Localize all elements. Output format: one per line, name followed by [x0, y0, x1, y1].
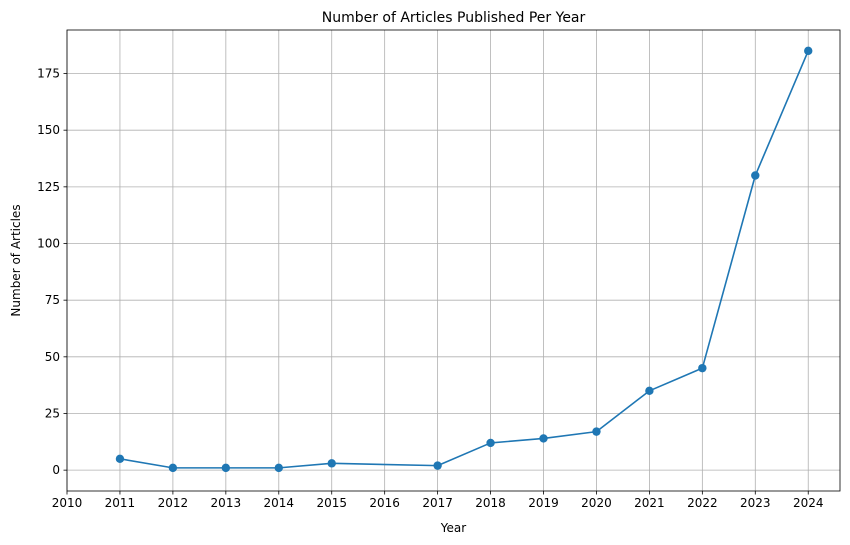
x-axis-title: Year [440, 521, 466, 535]
x-tick-label: 2019 [528, 496, 559, 510]
data-point [698, 363, 707, 373]
y-tick-label: 100 [37, 237, 60, 251]
x-tick-label: 2016 [369, 496, 400, 510]
series-layer [115, 46, 813, 473]
y-axis-title: Number of Articles [9, 204, 23, 316]
data-point [592, 427, 601, 436]
x-tick-label: 2024 [793, 496, 824, 510]
chart-title: Number of Articles Published Per Year [322, 10, 586, 26]
y-tick-label: 50 [45, 350, 60, 364]
x-tick-label: 2017 [422, 496, 453, 510]
data-point [486, 438, 495, 448]
y-gridlines [67, 73, 840, 471]
plot-frame [66, 29, 841, 492]
y-tick-label: 25 [45, 406, 60, 420]
x-gridlines [66, 30, 809, 491]
data-point [327, 459, 336, 468]
y-tick-label: 175 [37, 67, 60, 81]
x-tick-label: 2014 [264, 496, 295, 510]
x-tick-label: 2011 [105, 496, 136, 510]
x-tick-label: 2013 [211, 496, 242, 510]
x-tick-label: 2020 [581, 496, 612, 510]
y-tick-label: 75 [45, 293, 60, 307]
data-point [274, 463, 283, 473]
data-point [221, 463, 231, 473]
y-tick-label: 125 [37, 180, 60, 194]
plot-area [67, 30, 840, 491]
x-tick-label: 2021 [634, 496, 665, 510]
x-tick-label: 2015 [316, 496, 347, 510]
data-point [804, 46, 813, 56]
data-point [645, 386, 654, 396]
data-point [751, 171, 760, 180]
y-tick-label: 150 [37, 123, 60, 137]
y-tick-label: 0 [52, 463, 60, 477]
data-point [433, 461, 442, 470]
x-axis-ticks: 2010 2011 2012 2013 2014 2015 2016 2017 2018 2019… [52, 491, 824, 510]
x-tick-label: 2010 [52, 496, 83, 510]
data-point [168, 463, 178, 473]
x-tick-label: 2023 [740, 496, 771, 510]
x-tick-label: 2018 [475, 496, 506, 510]
y-axis-ticks: 0 25 50 75 100 125 150 175 [37, 67, 67, 477]
x-tick-label: 2022 [687, 496, 718, 510]
data-point [115, 454, 125, 464]
x-tick-label: 2012 [158, 496, 189, 510]
data-point [539, 434, 548, 443]
